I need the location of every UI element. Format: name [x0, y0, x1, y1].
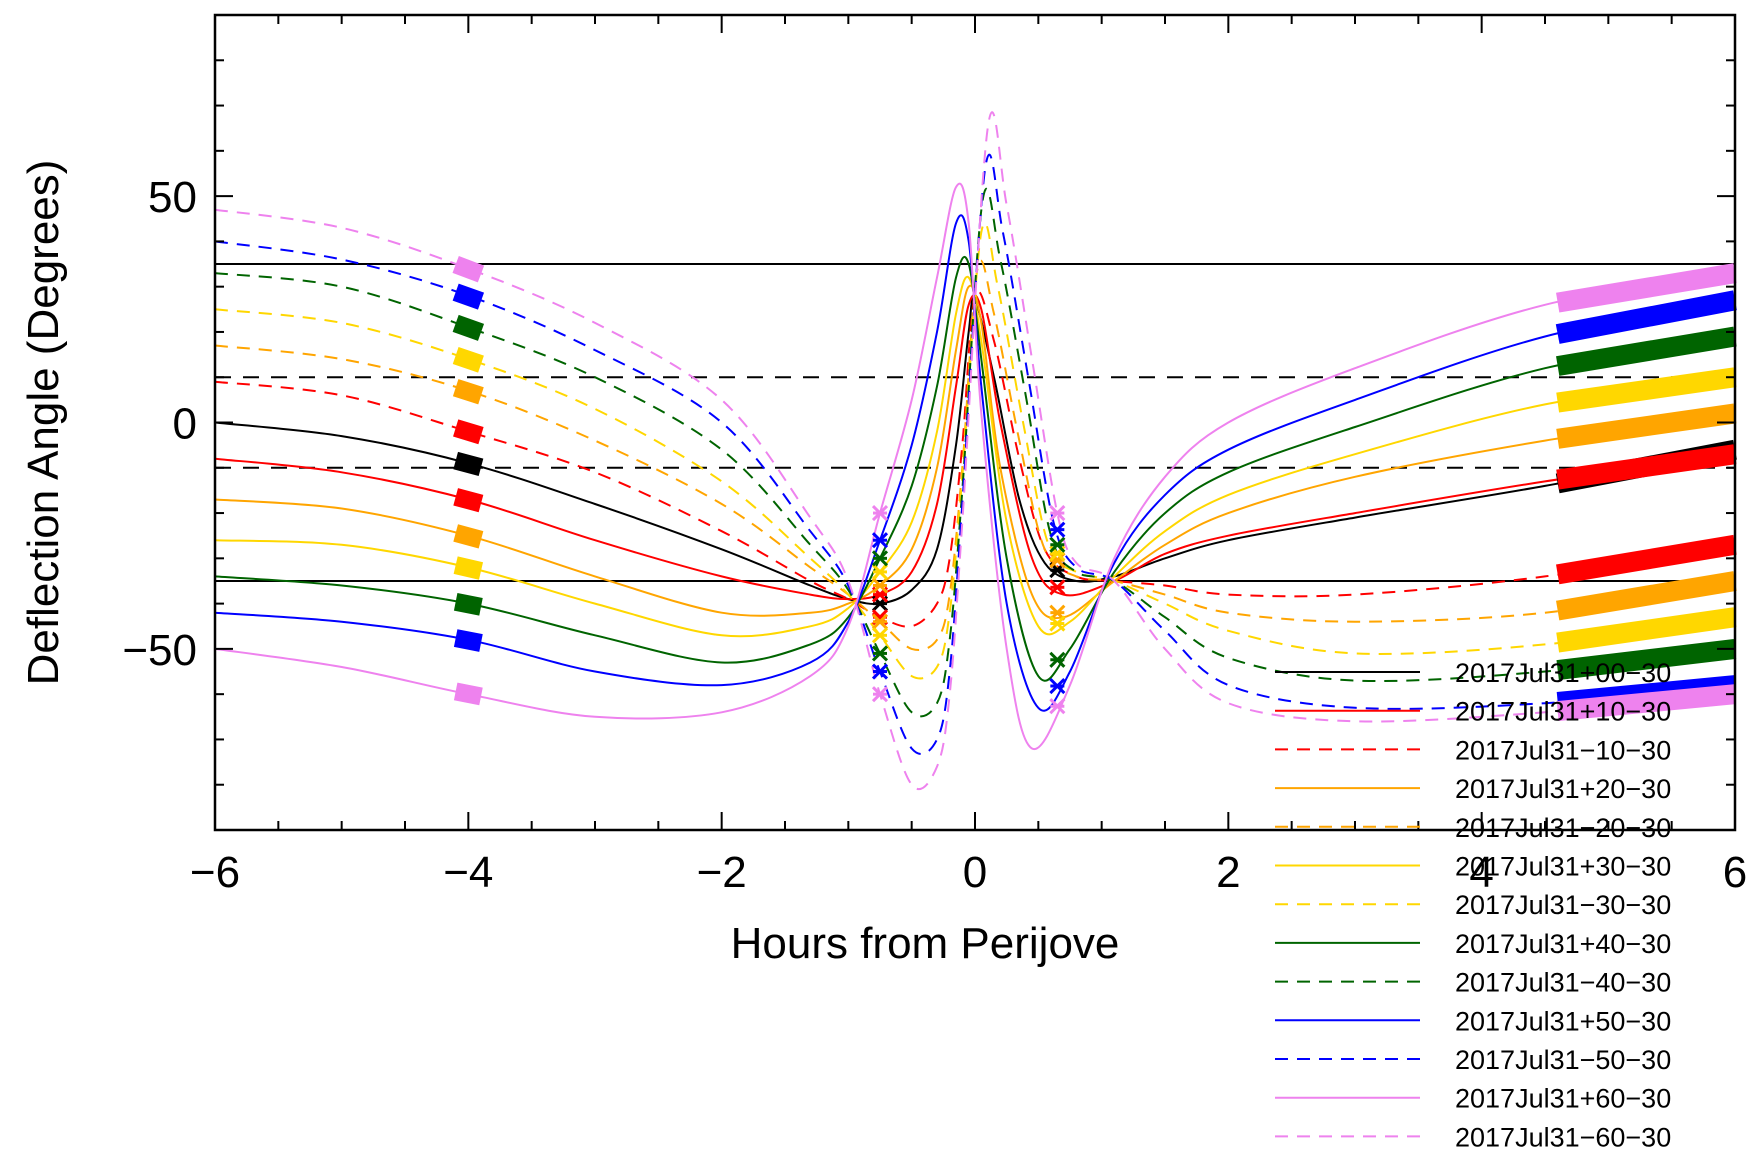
x-tick-label: −6: [190, 848, 240, 897]
series-6-marker-1: [871, 627, 889, 644]
y-tick-label: −50: [122, 626, 197, 675]
series-3-end-segment: [1556, 403, 1737, 449]
legend-label-10: 2017Jul31−50−30: [1455, 1045, 1671, 1075]
legend-label-6: 2017Jul31−30−30: [1455, 890, 1671, 920]
series-line-10: [214, 153, 1736, 755]
series-1-marker-2: [1049, 579, 1066, 596]
legend-label-4: 2017Jul31−20−30: [1455, 813, 1671, 843]
legend-label-7: 2017Jul31+40−30: [1455, 929, 1671, 959]
y-tick-label: 0: [173, 400, 197, 449]
axis-tick-labels: −6 −4 −2 0 2 4 6 −50 0 50: [122, 173, 1747, 897]
legend-label-9: 2017Jul31+50−30: [1455, 1006, 1671, 1036]
series-0-marker-0: [453, 451, 484, 477]
x-tick-label: 4: [1469, 848, 1493, 897]
series-4-marker-0: [452, 379, 484, 405]
legend-label-12: 2017Jul31−60−30: [1455, 1122, 1671, 1152]
series-9-end-segment: [1555, 290, 1737, 344]
legend-label-1: 2017Jul31+10−30: [1455, 697, 1671, 727]
series-lines: [214, 111, 1736, 791]
series-9-marker-2: [1049, 677, 1066, 695]
series-9-marker-0: [453, 629, 483, 652]
series-10-marker-1: [871, 663, 889, 680]
series-4-marker-1: [871, 613, 889, 630]
series-12-marker-0: [452, 256, 485, 283]
series-line-2: [214, 290, 1736, 628]
series-2-marker-0: [453, 419, 484, 445]
legend-label-8: 2017Jul31−40−30: [1455, 968, 1671, 998]
x-tick-label: −4: [443, 848, 493, 897]
series-line-12: [214, 111, 1736, 791]
series-11-marker-0: [453, 682, 483, 706]
series-9-marker-1: [871, 532, 889, 549]
x-tick-label: 2: [1216, 848, 1240, 897]
series-11-end-segment: [1556, 263, 1737, 313]
series-line-11: [214, 182, 1736, 751]
series-8-marker-2: [1049, 536, 1066, 553]
series-11-marker-2: [1049, 698, 1066, 715]
x-tick-label: 0: [963, 848, 987, 897]
series-1-marker-0: [453, 488, 484, 513]
series-line-3: [214, 284, 1736, 620]
series-line-0: [214, 297, 1736, 605]
series-3-marker-1: [871, 577, 889, 594]
legend-label-2: 2017Jul31−10−30: [1455, 735, 1671, 765]
x-axis-title: Hours from Perijove: [731, 919, 1120, 968]
series-6-end-segment: [1556, 607, 1737, 653]
series-7-marker-2: [1049, 651, 1066, 668]
series-12-marker-2: [1049, 504, 1066, 522]
y-axis-title: Deflection Angle (Degrees): [19, 160, 68, 686]
series-12-end-segment: [1556, 684, 1736, 722]
series-line-1: [214, 293, 1736, 601]
series-5-marker-1: [871, 563, 889, 580]
series-2-end-segment: [1556, 534, 1737, 585]
series-5-marker-2: [1049, 615, 1066, 632]
series-4-end-segment: [1556, 571, 1737, 621]
legend-label-5: 2017Jul31+30−30: [1455, 852, 1671, 882]
series-5-end-segment: [1556, 367, 1737, 413]
series-line-6: [214, 221, 1736, 680]
series-1-end-segment: [1556, 444, 1737, 490]
legend-label-11: 2017Jul31+60−30: [1455, 1084, 1671, 1114]
series-10-marker-0: [452, 283, 485, 310]
series-line-8: [214, 188, 1736, 718]
series-7-marker-1: [871, 550, 889, 567]
series-8-marker-0: [452, 314, 485, 341]
series-line-4: [214, 259, 1736, 652]
series-line-7: [214, 255, 1736, 682]
axis-ticks: [214, 14, 1736, 831]
legend-label-3: 2017Jul31+20−30: [1455, 774, 1671, 804]
series-7-marker-0: [453, 592, 483, 616]
series-12-marker-1: [871, 686, 889, 703]
series-line-9: [214, 214, 1736, 712]
series-3-marker-0: [453, 524, 484, 549]
series-7-end-segment: [1556, 326, 1737, 376]
y-tick-label: 50: [148, 173, 197, 222]
series-markers: [452, 256, 1737, 722]
series-6-marker-0: [452, 346, 484, 373]
legend-label-0: 2017Jul31+00−30: [1455, 658, 1671, 688]
series-line-5: [214, 275, 1736, 638]
x-tick-label: 6: [1723, 848, 1747, 897]
series-8-marker-1: [871, 645, 889, 662]
series-10-marker-2: [1049, 521, 1066, 538]
series-8-end-segment: [1556, 638, 1737, 680]
series-11-marker-1: [871, 504, 889, 522]
legend: 2017Jul31+00−30 2017Jul31+10−30 2017Jul31−…: [1275, 658, 1671, 1152]
x-tick-label: −2: [697, 848, 747, 897]
series-5-marker-0: [453, 556, 484, 580]
